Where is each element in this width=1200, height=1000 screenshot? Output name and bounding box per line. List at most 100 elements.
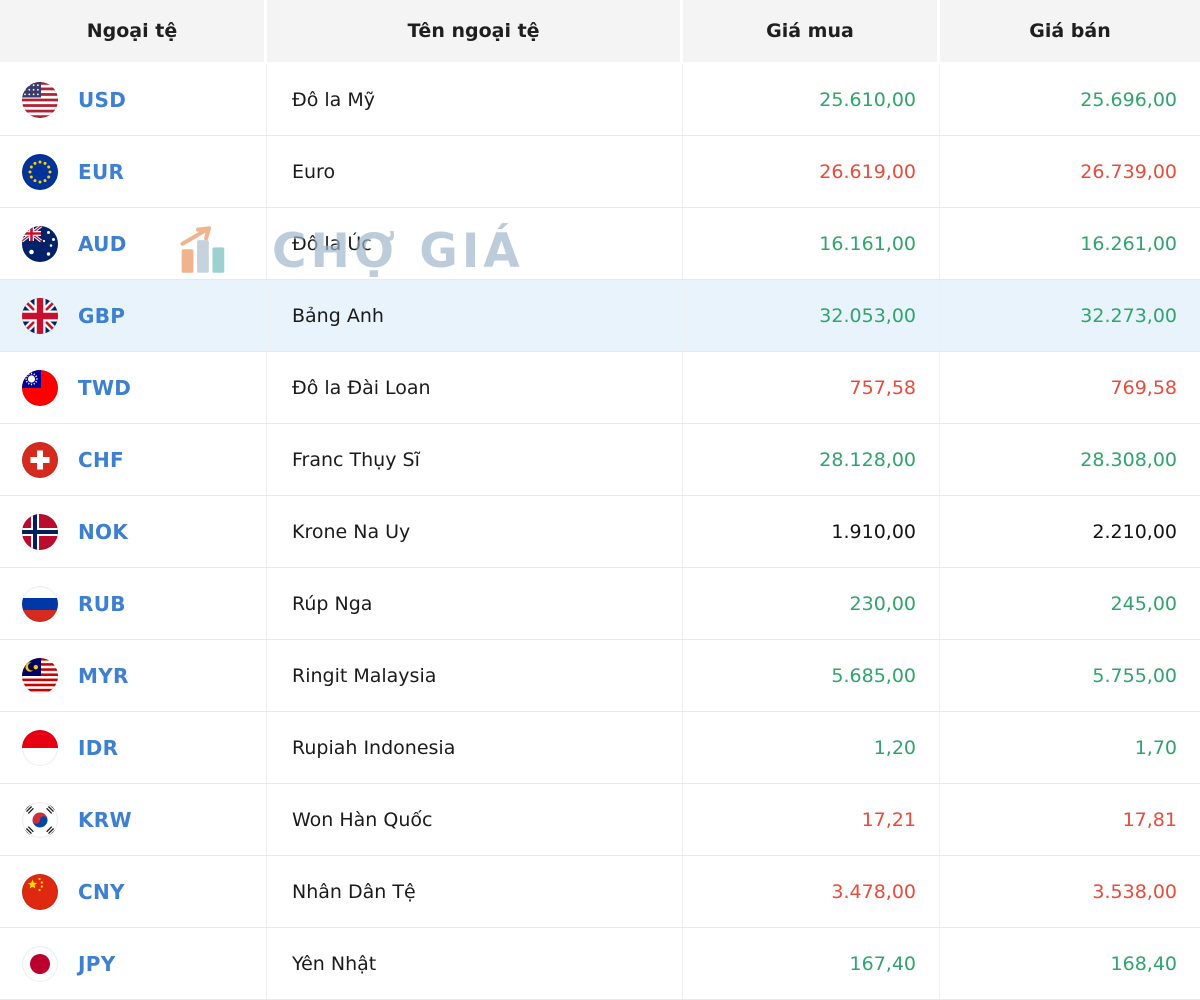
currency-code: NOK [78,519,129,544]
sell-price-cell: 25.696,00 [940,64,1200,135]
table-body: USD Đô la Mỹ 25.610,00 25.696,00 EUR Euro 26.6… [0,64,1200,1000]
buy-price-cell: 17,21 [683,784,940,855]
currency-row-gbp[interactable]: GBP Bảng Anh 32.053,00 32.273,00 [0,280,1200,352]
currency-cell: GBP [0,280,267,351]
currency-name: Rúp Nga [292,592,373,615]
sell-price-cell: 17,81 [940,784,1200,855]
currency-row-jpy[interactable]: JPY Yên Nhật 167,40 168,40 [0,928,1200,1000]
currency-cell: MYR [0,640,267,711]
gbp-flag-icon [22,297,58,334]
currency-name: Krone Na Uy [292,520,411,543]
buy-price-cell: 1.910,00 [683,496,940,567]
currency-row-cny[interactable]: CNY Nhân Dân Tệ 3.478,00 3.538,00 [0,856,1200,928]
currency-code: USD [78,87,127,112]
currency-name-cell: Rúp Nga [267,568,683,639]
currency-name-cell: Đô la Mỹ [267,64,683,135]
sell-price-cell: 3.538,00 [940,856,1200,927]
currency-row-eur[interactable]: EUR Euro 26.619,00 26.739,00 [0,136,1200,208]
currency-code: RUB [78,591,126,616]
currency-cell: CHF [0,424,267,495]
buy-price: 16.161,00 [819,232,916,255]
currency-name: Đô la Đài Loan [292,376,431,399]
rub-flag-icon [22,585,58,622]
buy-price-cell: 230,00 [683,568,940,639]
currency-name: Đô la Mỹ [292,88,375,111]
currency-cell: IDR [0,712,267,783]
sell-price: 25.696,00 [1080,88,1177,111]
currency-name: Đô la Úc [292,232,372,255]
currency-row-myr[interactable]: MYR Ringit Malaysia 5.685,00 5.755,00 [0,640,1200,712]
currency-row-twd[interactable]: TWD Đô la Đài Loan 757,58 769,58 [0,352,1200,424]
sell-price-cell: 245,00 [940,568,1200,639]
buy-price: 28.128,00 [819,448,916,471]
sell-price: 26.739,00 [1080,160,1177,183]
table-header: Ngoại tệ Tên ngoại tệ Giá mua Giá bán [0,0,1200,62]
currency-cell: AUD [0,208,267,279]
sell-price-cell: 5.755,00 [940,640,1200,711]
sell-price: 168,40 [1110,952,1177,975]
sell-price-cell: 2.210,00 [940,496,1200,567]
sell-price: 5.755,00 [1092,664,1177,687]
sell-price: 2.210,00 [1092,520,1177,543]
sell-price-cell: 26.739,00 [940,136,1200,207]
krw-flag-icon [22,801,58,838]
buy-price-cell: 26.619,00 [683,136,940,207]
buy-price: 1,20 [873,736,916,759]
buy-price: 26.619,00 [819,160,916,183]
currency-cell: JPY [0,928,267,999]
currency-name-cell: Đô la Đài Loan [267,352,683,423]
currency-name-cell: Krone Na Uy [267,496,683,567]
buy-price: 17,21 [861,808,916,831]
currency-code: MYR [78,663,129,688]
sell-price: 245,00 [1110,592,1177,615]
currency-cell: RUB [0,568,267,639]
buy-price-cell: 167,40 [683,928,940,999]
aud-flag-icon [22,225,58,262]
cny-flag-icon [22,873,58,910]
buy-price: 1.910,00 [831,520,916,543]
column-header-buy-price: Giá mua [683,0,940,62]
currency-row-nok[interactable]: NOK Krone Na Uy 1.910,00 2.210,00 [0,496,1200,568]
sell-price: 28.308,00 [1080,448,1177,471]
column-header-currency-name: Tên ngoại tệ [267,0,683,62]
currency-name: Nhân Dân Tệ [292,880,416,903]
sell-price: 32.273,00 [1080,304,1177,327]
currency-row-idr[interactable]: IDR Rupiah Indonesia 1,20 1,70 [0,712,1200,784]
currency-cell: TWD [0,352,267,423]
currency-name: Franc Thụy Sĩ [292,448,420,471]
buy-price: 32.053,00 [819,304,916,327]
currency-row-usd[interactable]: USD Đô la Mỹ 25.610,00 25.696,00 [0,64,1200,136]
buy-price: 167,40 [849,952,916,975]
buy-price-cell: 5.685,00 [683,640,940,711]
currency-row-krw[interactable]: KRW Won Hàn Quốc 17,21 17,81 [0,784,1200,856]
currency-code: EUR [78,159,125,184]
currency-name-cell: Yên Nhật [267,928,683,999]
currency-cell: CNY [0,856,267,927]
buy-price-cell: 25.610,00 [683,64,940,135]
currency-code: IDR [78,735,119,760]
buy-price: 757,58 [849,376,916,399]
currency-name: Euro [292,160,336,183]
sell-price: 16.261,00 [1080,232,1177,255]
buy-price-cell: 757,58 [683,352,940,423]
sell-price: 3.538,00 [1092,880,1177,903]
sell-price: 769,58 [1110,376,1177,399]
sell-price-cell: 16.261,00 [940,208,1200,279]
buy-price-cell: 16.161,00 [683,208,940,279]
twd-flag-icon [22,369,58,406]
currency-name: Yên Nhật [292,952,377,975]
currency-row-rub[interactable]: RUB Rúp Nga 230,00 245,00 [0,568,1200,640]
buy-price: 3.478,00 [831,880,916,903]
currency-cell: EUR [0,136,267,207]
currency-row-chf[interactable]: CHF Franc Thụy Sĩ 28.128,00 28.308,00 [0,424,1200,496]
chf-flag-icon [22,441,58,478]
currency-code: JPY [78,951,116,976]
sell-price-cell: 32.273,00 [940,280,1200,351]
usd-flag-icon [22,81,58,118]
currency-code: CHF [78,447,124,472]
currency-row-aud[interactable]: AUD Đô la Úc 16.161,00 16.261,00 [0,208,1200,280]
sell-price: 17,81 [1122,808,1177,831]
buy-price: 5.685,00 [831,664,916,687]
currency-cell: USD [0,64,267,135]
